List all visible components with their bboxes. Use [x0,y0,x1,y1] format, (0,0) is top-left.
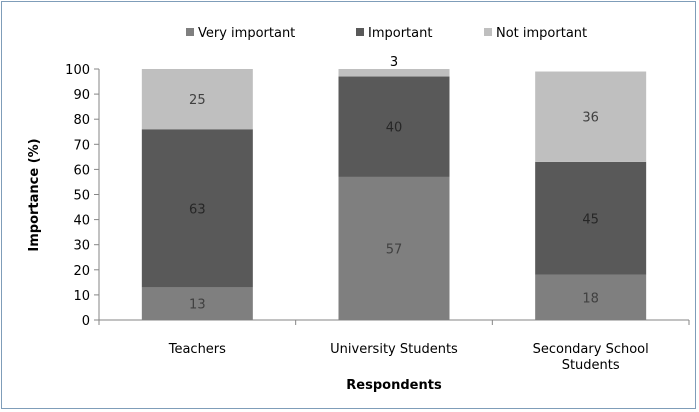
legend-swatch [484,28,492,36]
bar-segment [535,71,647,162]
x-axis-title: Respondents [346,378,442,393]
y-axis-title: Importance (%) [27,138,42,251]
data-label: 36 [582,111,599,126]
data-label: 25 [189,93,206,108]
y-axis: 0 10 20 30 40 50 60 70 80 90 100 [65,63,100,329]
legend-swatch [356,28,364,36]
x-tick-label: Secondary School Students [533,342,649,373]
bar-segment [338,69,450,77]
y-tick-label: 100 [65,63,90,78]
data-label: 3 [390,55,398,70]
x-axis: Teachers University Students Secondary Sch… [98,319,690,373]
y-tick-label: 20 [73,264,90,279]
y-tick-label: 10 [73,289,90,304]
y-tick-label: 70 [73,138,90,153]
data-label: 45 [582,212,599,227]
x-tick-label: Teachers [168,342,226,357]
bar-segment [338,176,450,320]
y-tick-label: 80 [73,113,90,128]
y-tick-label: 50 [73,189,90,204]
legend-label: Not important [496,26,587,41]
legend-swatch [186,28,194,36]
bar-segment [338,76,450,177]
bar-segment [141,129,253,288]
data-label: 63 [189,202,206,217]
x-tick-label: University Students [330,342,458,357]
bar-segment [141,287,253,320]
data-label: 40 [386,121,403,136]
data-label: 18 [582,291,599,306]
bar-segment [535,274,647,320]
y-tick-label: 90 [73,88,90,103]
data-label: 57 [386,242,403,257]
y-tick-label: 0 [82,314,90,329]
bars: 13 63 25 57 40 3 18 45 36 [141,55,647,320]
bar-segment [535,161,647,275]
bar-segment [141,69,253,130]
legend-label: Important [368,26,432,41]
y-tick-label: 40 [73,214,90,229]
y-tick-label: 30 [73,239,90,254]
y-tick-label: 60 [73,163,90,178]
data-label: 13 [189,298,206,313]
legend: Very important Important Not important [186,26,587,41]
legend-label: Very important [198,26,295,41]
